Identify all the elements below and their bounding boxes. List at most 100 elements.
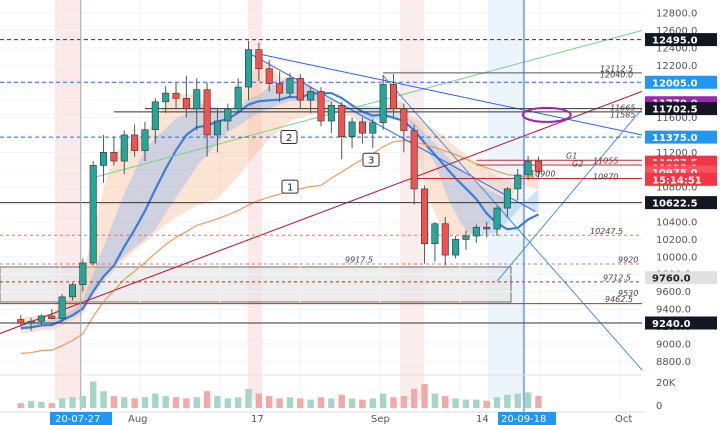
candle-body [421,188,429,245]
level-annotation: 9712.5 [603,273,631,282]
volume-bar [462,399,470,408]
price-tag-bg [645,316,717,330]
volume-bar [141,397,149,408]
volume-bar [172,397,180,408]
volume-bar [38,402,45,408]
candle-body [58,296,66,319]
price-tag-label: 9760.0 [652,274,691,285]
volume-bar [266,396,273,408]
date-label-sep: Sep [371,414,390,425]
candle-body [100,152,108,166]
level-annotation: 11585 [610,110,635,119]
callout-box [362,152,380,167]
candle-body [141,129,149,151]
volume-bar [317,397,325,408]
candle-body [276,83,284,94]
date-highlight-left-bg [50,412,112,425]
volume-bar [359,399,366,408]
level-annotation: 12112.5 [600,64,633,73]
volume-bar [535,396,542,408]
price-tick-label: 12600.0 [656,26,697,37]
candle-body [89,165,97,264]
level-annotation: 9917.5 [345,256,373,265]
candle-body [379,84,387,124]
volume-bar [348,398,356,408]
date-highlight-right: 20-09-18 [501,414,546,425]
candle-body [348,121,356,137]
red-trendline [0,90,643,334]
blue-ribbon [20,76,539,330]
volume-bar [442,396,449,408]
level-annotation: 11665 [610,103,635,112]
candle-body [265,68,273,84]
blue-fan-line [382,75,643,371]
price-tag-label: 15:14:51 [652,175,702,186]
candle-body [493,207,501,230]
volume-bar [338,394,345,408]
price-tag-label: 11702.5 [652,105,698,116]
candle-body [17,319,25,324]
level-annotation: 11055 [593,156,618,165]
volume-bar [421,384,428,408]
price-tag-label: 9240.0 [652,319,691,330]
level-annotation: 9920 [618,255,638,264]
candle-body [162,92,170,103]
price-tag-bg [645,102,717,116]
volume-bar [286,397,294,408]
price-tick-label: 12400.0 [656,43,697,54]
volume-bar [152,393,159,408]
candle-body [203,89,211,136]
date-label-17: 17 [251,414,264,425]
price-tick-label: 11600.0 [656,113,697,124]
blue-channel-line [258,53,643,136]
callout-label: 1 [287,183,293,194]
volume-bar [255,393,263,408]
candle-body [534,160,542,172]
volume-bar [328,398,335,408]
volume-bar [183,398,190,408]
candle-body [79,262,87,285]
level-annotation: 12040.0 [600,71,633,80]
price-tag-label: 10622.5 [652,199,698,210]
volume-bar [89,381,97,408]
volume-bar [400,396,408,408]
candle-body [286,78,294,94]
date-highlight-right-bg [498,412,556,425]
red-session-zone-1 [55,0,80,400]
date-label-oct: Oct [615,414,632,425]
red-session-zone-3 [400,0,424,400]
volume-bar [27,400,35,408]
price-tick-label: 10200.0 [656,235,697,246]
price-axis: 12800.012600.012400.012200.012000.011800… [656,9,697,368]
level-annotation: 9530 [618,289,638,298]
price-tags: 12495.012005.011770.011702.511375.011087… [645,33,717,330]
candle-body [213,120,221,136]
candle-body [131,134,139,151]
price-tick-label: 10800.0 [656,183,697,194]
volume-bar [100,391,107,408]
candles-layer [17,40,542,331]
candle-body [110,152,118,162]
level-annotation: 10247.5 [590,227,623,236]
volume-bar [162,396,169,408]
level-annotation: G2 [572,160,583,169]
candle-body [410,130,418,190]
volume-bar [504,394,511,408]
price-tick-label: 10400.0 [656,218,697,229]
price-tag-bg [645,172,717,186]
level-annotation: 10870 [593,173,618,182]
volume-bar [493,397,501,408]
candle-body [224,108,232,122]
volume-bar [58,398,66,408]
price-tick-label: 10000.0 [656,252,697,263]
volume-bar [234,397,242,408]
candle-body [389,84,397,110]
candle-body [151,101,159,131]
date-label-14: 14 [476,414,489,425]
candle-body [462,235,470,240]
candle-body [307,91,315,101]
price-tick-label: 9600.0 [656,287,691,298]
price-tag-label: 12005.0 [652,78,698,89]
